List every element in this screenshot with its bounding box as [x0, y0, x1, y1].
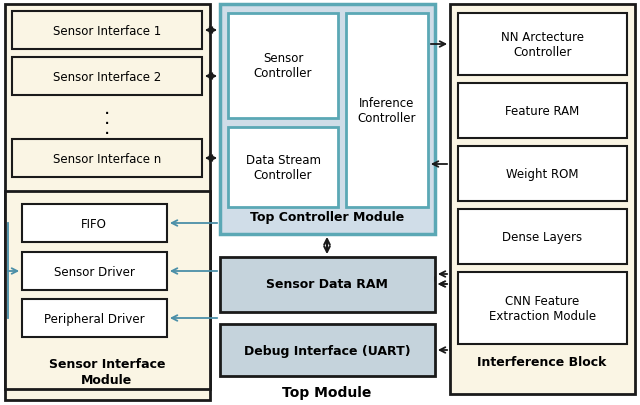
Text: Sensor Interface n: Sensor Interface n: [53, 152, 161, 165]
Text: Inference
Controller: Inference Controller: [358, 97, 416, 125]
Text: Dense Layers: Dense Layers: [502, 230, 582, 243]
Text: Feature RAM: Feature RAM: [506, 105, 580, 118]
Text: Debug Interface (UART): Debug Interface (UART): [244, 344, 410, 357]
Text: Weight ROM: Weight ROM: [506, 168, 579, 181]
Text: .: .: [104, 118, 110, 137]
Text: Data Stream
Controller: Data Stream Controller: [246, 153, 321, 181]
Bar: [450, 5, 635, 394]
Bar: [5, 192, 210, 389]
Bar: [12, 140, 202, 177]
Bar: [220, 257, 435, 312]
Bar: [12, 12, 202, 50]
Text: FIFO: FIFO: [81, 217, 107, 230]
Text: .: .: [104, 98, 110, 117]
Bar: [458, 147, 627, 202]
Text: Sensor Interface 2: Sensor Interface 2: [53, 70, 161, 83]
Bar: [22, 299, 167, 337]
Text: CNN Feature
Extraction Module: CNN Feature Extraction Module: [489, 294, 596, 322]
Bar: [228, 128, 338, 207]
Bar: [458, 14, 627, 76]
Bar: [22, 205, 167, 243]
Text: Peripheral Driver: Peripheral Driver: [44, 312, 144, 325]
Text: Top Controller Module: Top Controller Module: [250, 211, 404, 224]
Bar: [5, 5, 210, 400]
Bar: [458, 84, 627, 139]
Bar: [220, 5, 435, 234]
Bar: [220, 324, 435, 376]
Text: NN Arctecture
Controller: NN Arctecture Controller: [501, 31, 584, 59]
Bar: [458, 272, 627, 344]
Text: Module: Module: [81, 373, 132, 386]
Bar: [346, 14, 428, 207]
Bar: [12, 58, 202, 96]
Bar: [22, 252, 167, 290]
Text: Interference Block: Interference Block: [477, 356, 607, 369]
Text: Top Module: Top Module: [282, 385, 372, 399]
Text: Sensor
Controller: Sensor Controller: [253, 52, 312, 80]
Text: Sensor Driver: Sensor Driver: [54, 265, 134, 278]
Text: Sensor Interface 1: Sensor Interface 1: [53, 24, 161, 37]
Text: Sensor Data RAM: Sensor Data RAM: [266, 278, 388, 291]
Bar: [228, 14, 338, 119]
Text: Sensor Interface: Sensor Interface: [49, 358, 165, 371]
Bar: [458, 209, 627, 264]
Text: .: .: [104, 108, 110, 127]
